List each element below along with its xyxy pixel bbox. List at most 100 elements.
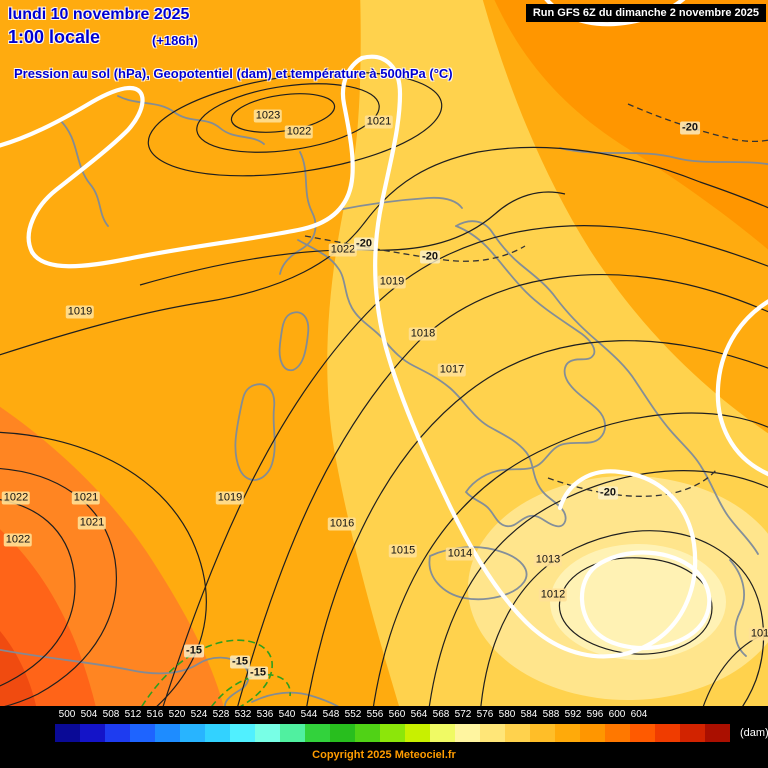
coast-greece <box>729 559 747 657</box>
isobar-1018-line <box>159 225 768 717</box>
scale-swatch <box>405 724 430 742</box>
scale-swatch <box>230 724 255 742</box>
scale-swatch <box>680 724 705 742</box>
coast-balkans <box>455 220 759 555</box>
isobar-1022-west <box>0 499 76 687</box>
forecast-local-time: 1:00 locale <box>8 27 101 47</box>
scale-value: 564 <box>410 708 428 720</box>
scale-value: 504 <box>80 708 98 720</box>
model-run-info: Run GFS 6Z du dimanche 2 novembre 2025 <box>525 4 766 22</box>
scale-unit-label: (dam) <box>740 727 768 739</box>
scale-value: 592 <box>564 708 582 720</box>
scale-swatch <box>530 724 555 742</box>
copyright-text: Copyright 2025 Meteociel.fr <box>312 749 456 761</box>
scale-values-row: 500 504 508 512 516 520 524 528 532 536 540 544 548 5… <box>0 706 768 722</box>
isobar-1021-loop <box>147 71 443 177</box>
scale-value: 500 <box>58 708 76 720</box>
scale-swatch <box>55 724 80 742</box>
border-alps-2 <box>279 151 317 275</box>
scale-swatch <box>155 724 180 742</box>
scale-swatch <box>455 724 480 742</box>
scale-swatch <box>280 724 305 742</box>
isobar-1016-line <box>304 340 768 717</box>
scale-value: 552 <box>344 708 362 720</box>
scale-swatch <box>105 724 130 742</box>
scale-value: 580 <box>498 708 516 720</box>
coast-italy-west <box>297 225 606 528</box>
fill-dark-orange-northeast <box>494 0 768 250</box>
scale-swatch <box>505 724 530 742</box>
scale-swatch <box>205 724 230 742</box>
forecast-date: lundi 10 novembre 2025 <box>8 6 190 23</box>
green-contour-1 <box>135 639 273 717</box>
coast-sardinia <box>234 383 276 481</box>
isobar-1022-loop <box>196 83 380 153</box>
scale-swatch <box>655 724 680 742</box>
scale-swatch <box>180 724 205 742</box>
isobar-1021-west <box>0 468 117 709</box>
map-parameters-subtitle: Pression au sol (hPa), Geopotentiel (dam… <box>14 66 453 81</box>
scale-value: 556 <box>366 708 384 720</box>
isobar-1019-west <box>0 431 207 717</box>
scale-value: 516 <box>146 708 164 720</box>
color-scale-panel: 500 504 508 512 516 520 524 528 532 536 540 544 548 5… <box>0 706 768 768</box>
scale-value: 604 <box>630 708 648 720</box>
coast-po-valley <box>337 196 463 211</box>
coastlines <box>0 95 768 717</box>
scale-swatch <box>480 724 505 742</box>
isobar-1015-line <box>371 412 768 717</box>
border-alps-1 <box>117 95 265 145</box>
temp-contour-center <box>304 235 526 262</box>
border-france <box>59 119 109 227</box>
scale-bar-row: (dam) <box>0 722 768 744</box>
scale-value: 532 <box>234 708 252 720</box>
isobar-1017-line <box>234 273 768 717</box>
scale-value: 568 <box>432 708 450 720</box>
white-contour-main <box>359 54 698 659</box>
scale-value: 508 <box>102 708 120 720</box>
scale-value: 536 <box>256 708 274 720</box>
scale-swatch <box>355 724 380 742</box>
scale-value: 548 <box>322 708 340 720</box>
coast-sicily <box>428 546 528 601</box>
scale-value: 596 <box>586 708 604 720</box>
scale-value: 600 <box>608 708 626 720</box>
scale-swatch <box>330 724 355 742</box>
scale-swatch <box>380 724 405 742</box>
scale-value: 576 <box>476 708 494 720</box>
scale-value: 584 <box>520 708 538 720</box>
scale-value: 512 <box>124 708 142 720</box>
scale-value: 560 <box>388 708 406 720</box>
scale-swatch <box>430 724 455 742</box>
white-contour-low-loop <box>579 550 712 651</box>
scale-value: 524 <box>190 708 208 720</box>
coast-corsica <box>278 311 310 372</box>
scale-swatch <box>255 724 280 742</box>
scale-value: 544 <box>300 708 318 720</box>
scale-value: 528 <box>212 708 230 720</box>
isobar-1013-line <box>479 530 765 717</box>
scale-swatch <box>580 724 605 742</box>
scale-value: 540 <box>278 708 296 720</box>
scale-value: 588 <box>542 708 560 720</box>
scale-swatch <box>305 724 330 742</box>
isobar-1022-line <box>139 191 566 286</box>
white-contour-northwest <box>0 55 365 269</box>
scale-value: 520 <box>168 708 186 720</box>
forecast-hour-offset: (+186h) <box>152 33 198 48</box>
isobar-1019-line <box>0 146 768 356</box>
scale-swatch <box>555 724 580 742</box>
scale-swatch <box>605 724 630 742</box>
scale-swatch <box>630 724 655 742</box>
white-contour-east <box>715 299 768 477</box>
temp-contours-minus20 <box>304 103 768 497</box>
scale-swatch <box>80 724 105 742</box>
fill-palest-yellow-low-center <box>550 544 726 660</box>
scale-swatch <box>705 724 730 742</box>
scale-swatch <box>130 724 155 742</box>
scale-color-bar <box>55 724 730 742</box>
temp-contour-northeast <box>627 103 768 143</box>
